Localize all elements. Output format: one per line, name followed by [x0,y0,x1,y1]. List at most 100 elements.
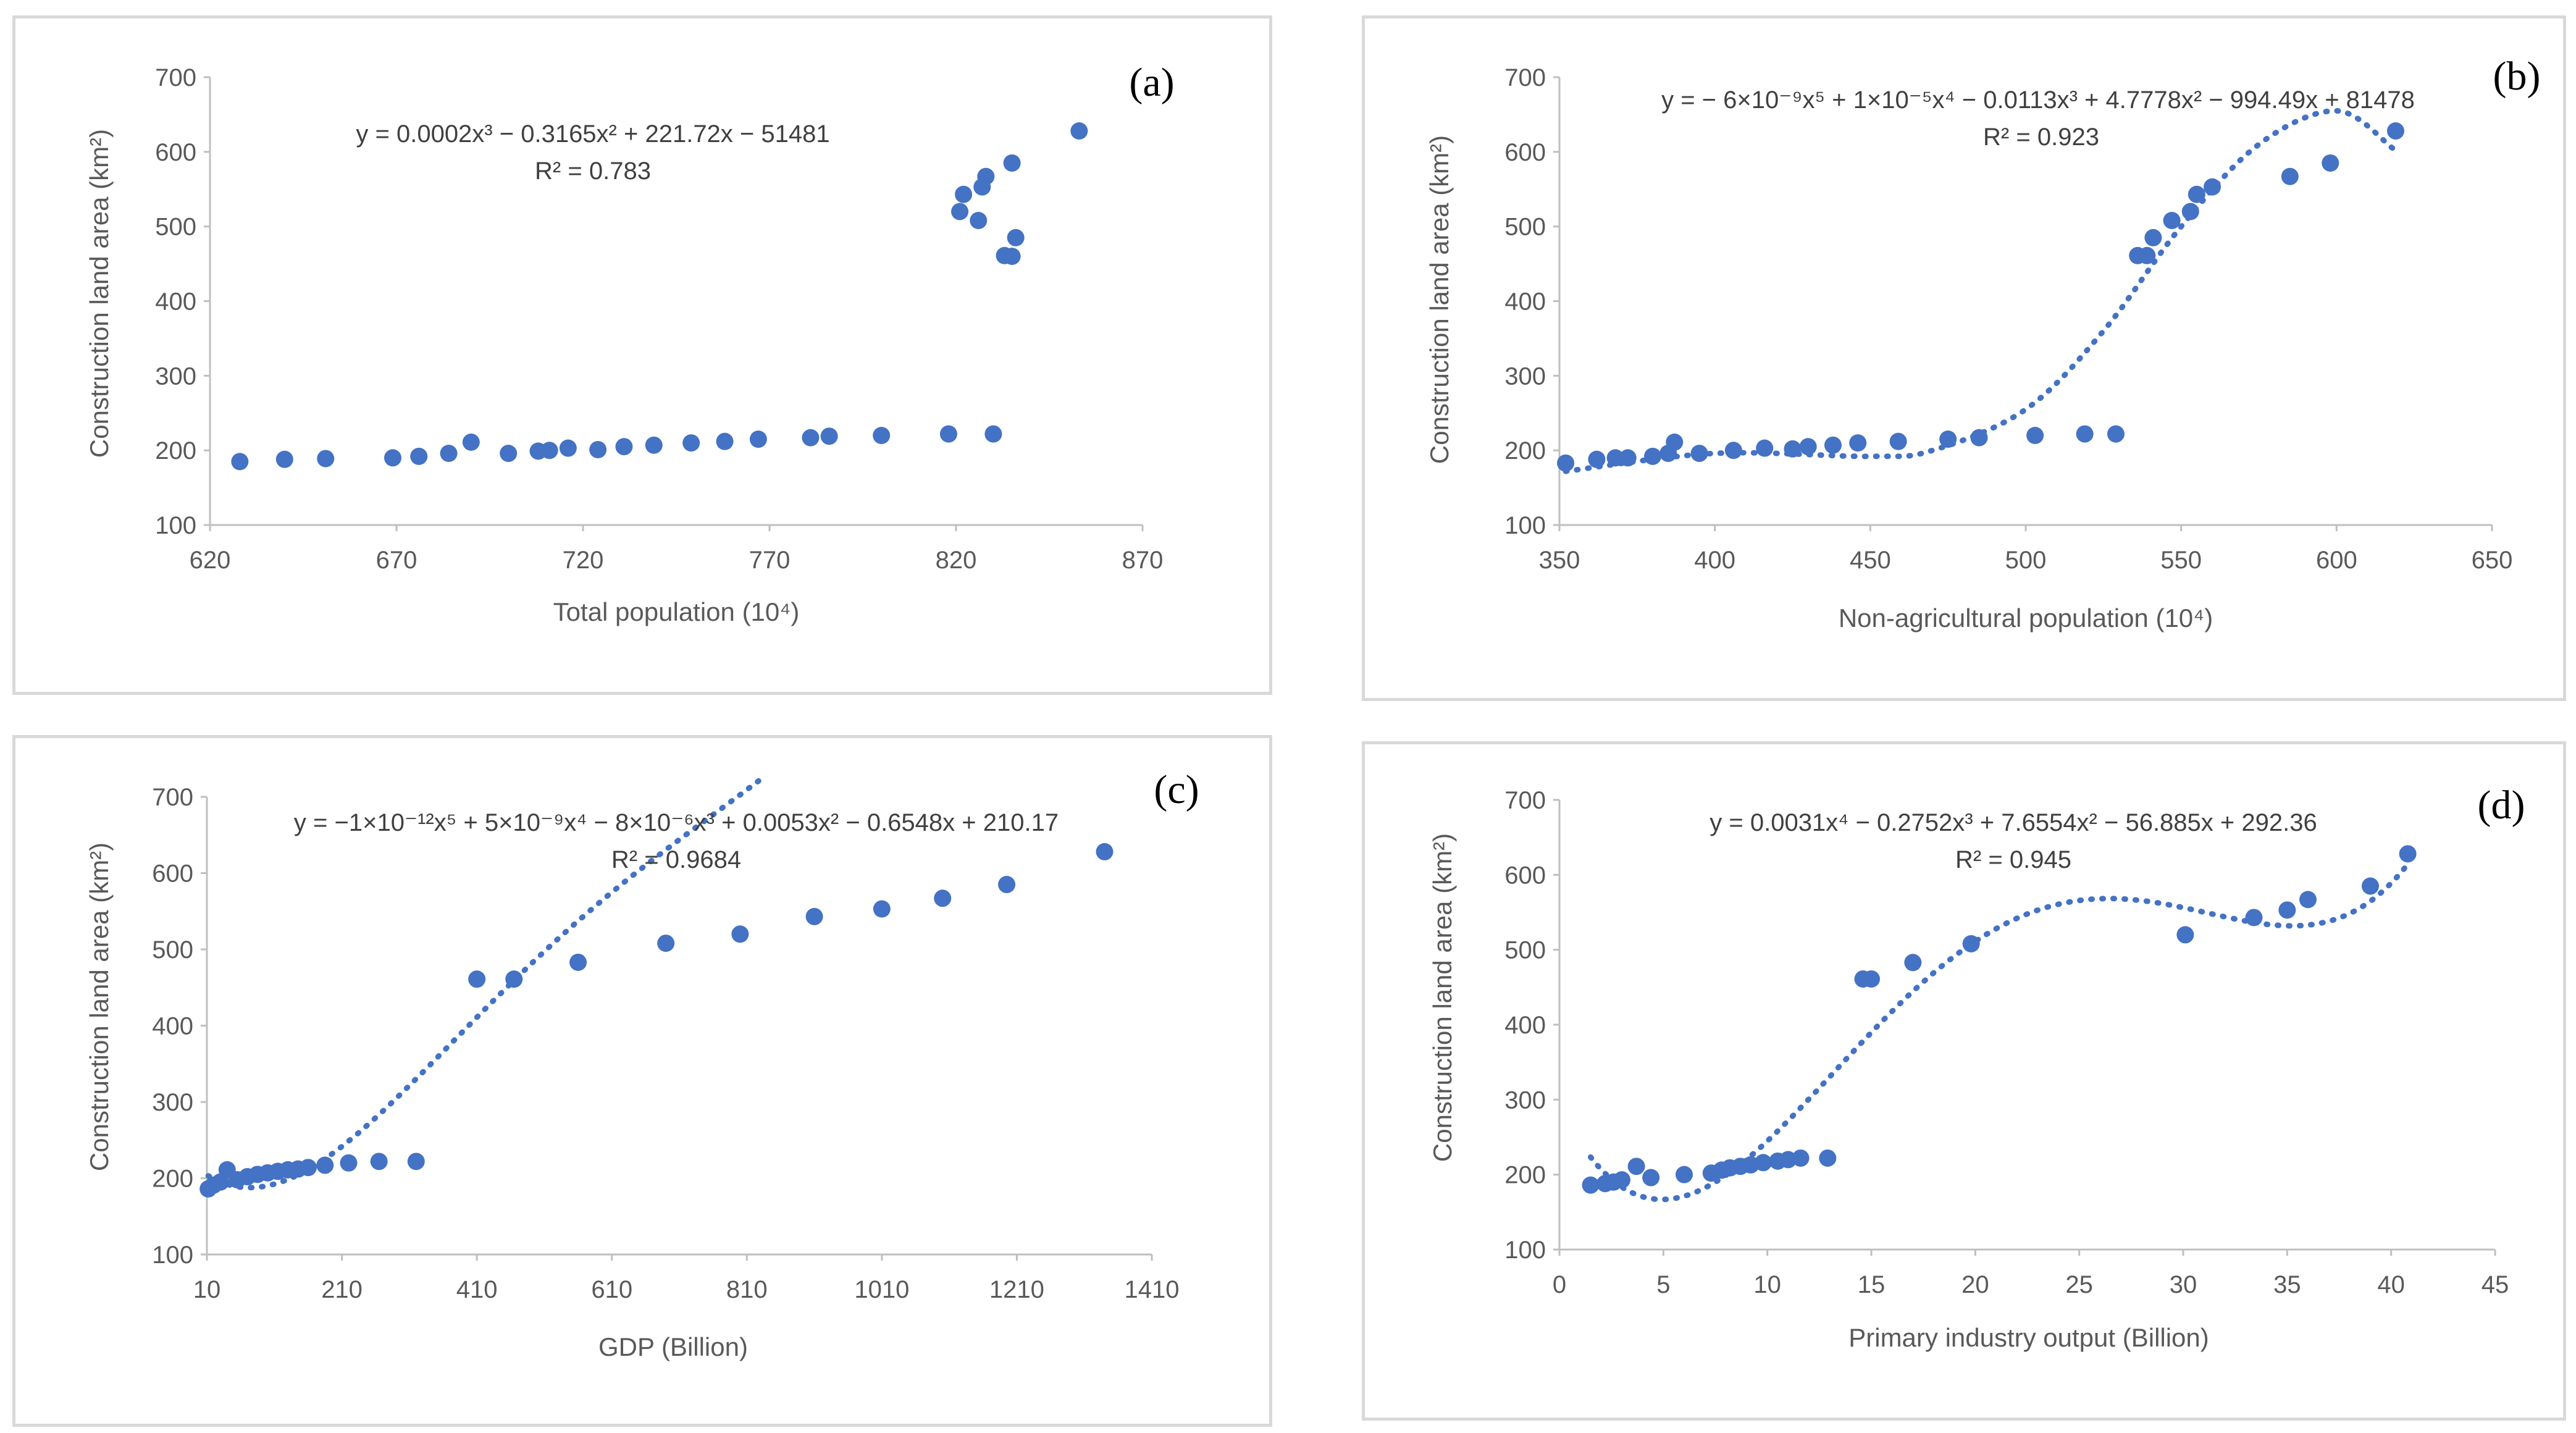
data-point [2386,122,2404,140]
chart-svg-a: Construction land area (km²) 100 200 300 40… [15,19,1175,626]
data-point [2278,901,2296,919]
y-axis-title-a: Construction land area (km²) [85,129,114,458]
y-ticks-c: 100 200 300 400 500 600 700 [152,784,207,1269]
y-tick-label: 700 [1504,787,1546,814]
data-point [1588,450,1606,468]
data-point [873,427,891,444]
data-point [951,203,969,221]
panel-label-d: (d) [2478,783,2525,828]
data-point [1003,248,1021,265]
data-point [299,1159,317,1177]
y-tick-label: 200 [155,437,196,464]
y-tick-label: 100 [1504,512,1546,539]
x-tick-label: 770 [749,547,791,574]
y-tick-label: 400 [1504,288,1546,316]
y-tick-label: 200 [1504,437,1546,464]
y-tick-label: 700 [1504,64,1546,91]
data-point [615,438,633,456]
data-point [2399,845,2417,863]
y-ticks-b: 100 200 300 400 500 600 700 [1504,64,1559,539]
r-squared-b: R² = 0.923 [1983,124,2099,151]
data-point [275,450,293,468]
chart-svg-c: Construction land area (km²) 100 200 300 40… [85,767,1199,1361]
x-tick-label: 35 [2273,1271,2301,1298]
y-tick-label: 200 [152,1166,193,1193]
chart-panel-c: Construction land area (km²) 100 200 300 40… [12,735,1272,1427]
y-tick-label: 100 [1504,1237,1546,1264]
data-point [2181,203,2199,221]
r-squared-c: R² = 0.9684 [611,846,741,873]
data-point [231,453,249,471]
data-point [934,889,952,907]
y-ticks-d: 100 200 300 400 500 600 700 [1504,787,1559,1264]
chart-panel-a: Construction land area (km²) 100 200 300 40… [12,15,1272,695]
data-point [2107,425,2125,443]
data-point [1582,1176,1600,1194]
data-point [1642,1169,1660,1187]
data-point [1756,439,1774,457]
data-point [407,1153,425,1170]
y-axis-a: Construction land area (km²) [85,129,114,458]
data-point [1557,454,1575,472]
data-point [2144,229,2162,246]
data-point [505,970,523,988]
data-point [370,1153,388,1170]
data-point [955,185,973,203]
data-point [977,167,995,185]
x-tick-label: 410 [456,1276,498,1303]
x-tick-label: 400 [1694,547,1735,574]
x-tick-label: 550 [2160,547,2202,574]
y-axis-title-d: Construction land area (km²) [1428,833,1457,1162]
trend-equation-b: y = − 6×10⁻⁹x⁵ + 1×10⁻⁵x⁴ − 0.0113x³ + 4… [1661,86,2415,114]
data-point [1096,843,1114,860]
y-tick-label: 600 [152,860,193,888]
data-point [1690,445,1708,462]
data-point [2322,154,2339,172]
data-point [559,439,577,457]
data-point [2138,246,2156,264]
data-point [1613,1171,1630,1189]
x-tick-label: 620 [190,547,231,574]
x-tick-label: 0 [1553,1271,1566,1298]
y-tick-label: 100 [155,512,196,539]
x-tick-label: 1410 [1125,1276,1180,1303]
data-point [2204,178,2221,196]
data-point [2362,877,2379,895]
y-tick-label: 600 [1504,139,1546,166]
x-tick-label: 1010 [854,1276,909,1303]
data-point [1939,431,1957,448]
data-point [731,925,749,943]
data-point [820,427,838,445]
data-point [468,970,486,988]
y-tick-label: 500 [1504,214,1546,241]
data-point [1962,935,1980,952]
chart-svg-d: Construction land area (km²) 10020030040… [1428,783,2525,1352]
data-point [317,450,335,468]
y-tick-label: 300 [155,363,196,390]
x-tick-label: 720 [563,547,604,574]
data-points-d [1582,845,2417,1194]
data-point [500,445,518,462]
x-tick-label: 25 [2065,1271,2093,1298]
x-tick-label: 350 [1539,547,1580,574]
panel-label-a: (a) [1129,60,1174,105]
x-tick-label: 600 [2316,547,2357,574]
data-point [873,900,891,918]
y-tick-label: 200 [1504,1162,1546,1189]
x-axis-title-c: GDP (Billion) [598,1332,748,1361]
data-point [2163,212,2181,229]
data-point [569,953,587,971]
data-point [1863,970,1880,988]
data-point [2076,425,2094,443]
data-point [998,876,1016,894]
data-point [970,212,988,229]
trendline-path [1563,107,2396,474]
data-point [540,442,558,460]
data-point [462,433,480,451]
x-axis-title-a: Total population (10⁴) [553,597,800,626]
y-axis-title-c: Construction land area (km²) [85,843,114,1171]
data-point [589,440,607,458]
y-tick-label: 300 [1504,363,1546,390]
data-point [1644,447,1661,465]
